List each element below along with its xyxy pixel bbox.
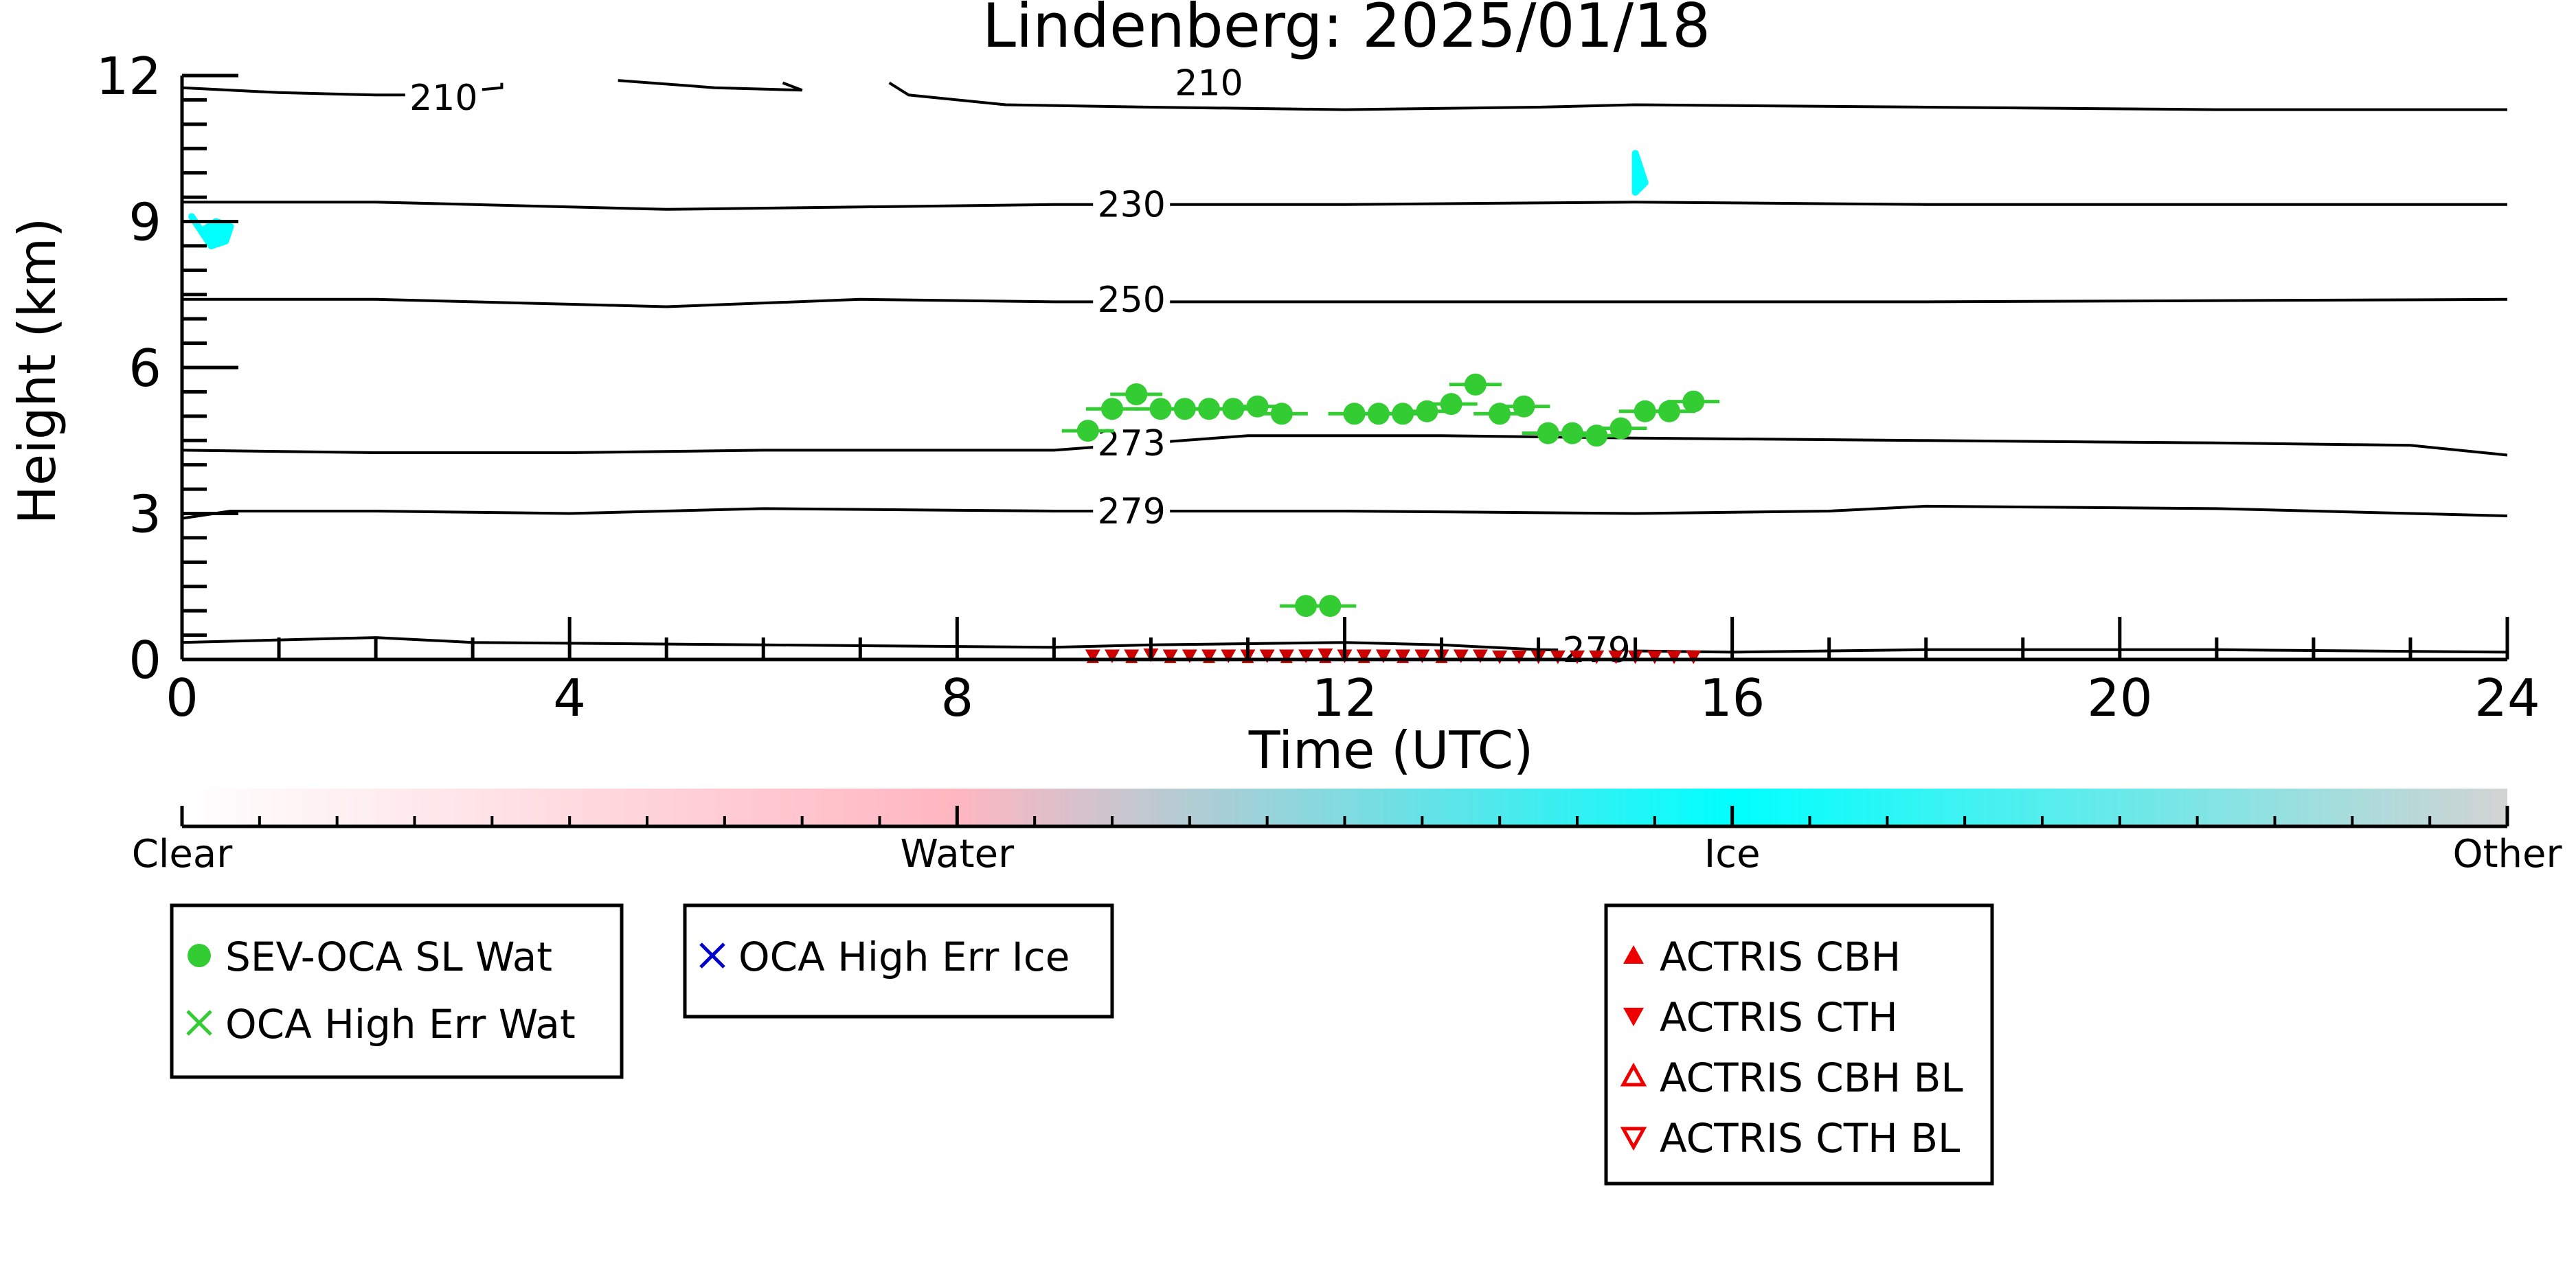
legend-marker-actris-cbh-bl xyxy=(1620,1062,1647,1087)
sev-oca-sl-wat-point-7 xyxy=(1246,395,1269,418)
x-tick-label-24: 24 xyxy=(2474,668,2540,728)
x-tick-label-12: 12 xyxy=(1312,668,1377,728)
sev-oca-sl-wat-point-22 xyxy=(1609,417,1632,440)
contour-label-bg-2 xyxy=(1171,62,1248,102)
plot-axes: 0 3 6 9 12 0 4 8 12 16 20 24 xyxy=(96,46,2540,728)
y-axis-label: Height (km) xyxy=(7,218,67,525)
legend-marker-actris-cth-bl xyxy=(1620,1127,1647,1151)
sev-oca-sl-wat-point-18 xyxy=(1513,395,1535,418)
sev-oca-sl-wat-point-2 xyxy=(1125,383,1148,405)
actris-cth-point-15 xyxy=(1375,649,1391,664)
sev-oca-sl-wat-point-24 xyxy=(1658,400,1680,422)
y-tick-label-0: 0 xyxy=(128,630,161,690)
legend-label-actris-cth: ACTRIS CTH xyxy=(1660,994,1898,1041)
legend-label-actris-cbh-bl: ACTRIS CBH BL xyxy=(1660,1054,1963,1101)
contour-label-bg-6 xyxy=(1093,490,1171,530)
contour-line-250-4 xyxy=(182,297,2508,308)
legend-box-0 xyxy=(170,903,624,1079)
actris-cth-point-22 xyxy=(1511,650,1527,664)
actris-cth-point-29 xyxy=(1647,650,1662,664)
x-axis-label: Time (UTC) xyxy=(1248,720,1534,780)
sev-oca-sl-wat-point-14 xyxy=(1416,400,1438,422)
y-tick-label-3: 3 xyxy=(128,484,161,545)
ice-patch-1 xyxy=(1631,150,1649,196)
actris-cth-point-9 xyxy=(1259,649,1275,664)
sev-oca-sl-wat-point-0 xyxy=(1076,420,1099,442)
legend-box-1 xyxy=(683,903,1114,1019)
legend-box-2 xyxy=(1604,903,1994,1186)
sev-oca-sl-wat-point-16 xyxy=(1464,373,1487,396)
actris-cth-point-24 xyxy=(1550,650,1566,664)
y-tick-label-6: 6 xyxy=(128,338,161,398)
legend-label-actris-cbh: ACTRIS CBH xyxy=(1660,934,1901,980)
contour-label-3: 230 xyxy=(1098,185,1166,226)
sev-oca-sl-wat-point-25 xyxy=(1682,390,1705,413)
legend-label-actris-cth-bl: ACTRIS CTH BL xyxy=(1660,1115,1960,1162)
cloud-type-colorbar: Clear Water Ice Other xyxy=(132,789,2562,877)
colorbar-label-ice: Ice xyxy=(1704,832,1761,877)
contour-label-bg-5 xyxy=(1093,422,1171,462)
actris-cth-point-21 xyxy=(1492,650,1508,664)
contour-label-6: 279 xyxy=(1098,491,1166,532)
sev-oca-sl-wat-point-13 xyxy=(1392,403,1414,425)
contour-line-273-5 xyxy=(181,434,2508,457)
contour-label-4: 250 xyxy=(1098,280,1166,321)
colorbar-label-water: Water xyxy=(901,832,1015,877)
colorbar-label-other: Other xyxy=(2452,832,2562,877)
actris-cth-point-25 xyxy=(1570,650,1585,664)
actris-cth-point-11 xyxy=(1298,649,1314,664)
sev-oca-sl-wat-point-10 xyxy=(1319,595,1342,618)
x-tick-label-16: 16 xyxy=(1699,668,1765,728)
colorbar-label-clear: Clear xyxy=(132,832,233,877)
legend-label-oca-high-err-ice: OCA High Err Ice xyxy=(738,934,1070,980)
legends: SEV-OCA SL Wat OCA High Err Wat OCA High E… xyxy=(170,903,1994,1186)
ice-patch-0 xyxy=(188,213,234,249)
legend-label-sev-oca-sl-wat: SEV-OCA SL Wat xyxy=(225,934,552,980)
actris-cth-point-19 xyxy=(1453,649,1469,664)
actris-cth-point-20 xyxy=(1472,649,1488,664)
sev-oca-sl-wat-point-1 xyxy=(1101,398,1123,420)
x-tick-label-8: 8 xyxy=(940,668,973,728)
sev-oca-sl-wat-point-20 xyxy=(1561,422,1583,444)
sev-oca-sl-wat-point-21 xyxy=(1585,425,1608,447)
actris-cth-point-17 xyxy=(1414,649,1430,664)
contour-line-unlabeled-1 xyxy=(618,79,803,92)
x-tick-label-4: 4 xyxy=(553,668,586,728)
legend-marker-oca-high-err-ice xyxy=(699,942,725,969)
sev-oca-sl-wat-point-15 xyxy=(1440,393,1462,416)
y-tick-label-9: 9 xyxy=(128,192,161,253)
actris-cth-point-27 xyxy=(1608,650,1624,664)
contour-line-230-3 xyxy=(182,201,2507,211)
contour-line-210-2 xyxy=(888,81,2507,111)
legend-marker-sev-oca-sl-wat xyxy=(188,944,211,967)
x-tick-label-0: 0 xyxy=(166,668,199,728)
sev-oca-sl-wat-point-8 xyxy=(1270,403,1293,425)
chart-title: Lindenberg: 2025/01/18 xyxy=(982,0,1710,61)
actris-cth-point-7 xyxy=(1221,649,1236,664)
sev-oca-sl-wat-point-17 xyxy=(1489,403,1511,425)
contour-label-7: 279 xyxy=(1563,630,1631,671)
legend-marker-oca-high-err-wat xyxy=(186,1010,212,1036)
y-tick-label-12: 12 xyxy=(96,46,161,106)
x-tick-label-20: 20 xyxy=(2087,668,2152,728)
contour-label-0: 210 xyxy=(409,78,477,119)
actris-cth-point-26 xyxy=(1589,650,1605,664)
contour-label-bg-4 xyxy=(1093,278,1171,319)
legend-marker-actris-cbh xyxy=(1623,945,1644,964)
contour-line-210-0 xyxy=(181,82,504,97)
contour-label-2: 210 xyxy=(1175,63,1243,104)
legend-label-oca-high-err-wat: OCA High Err Wat xyxy=(225,1001,576,1048)
legend-marker-actris-cth xyxy=(1623,1008,1644,1026)
ice-cloud-patches xyxy=(188,150,1649,249)
contour-line-279-6 xyxy=(181,504,2508,520)
actris-cth-point-31 xyxy=(1686,650,1702,664)
actris-cth-point-1 xyxy=(1105,649,1120,664)
contour-label-bg-3 xyxy=(1093,183,1171,224)
actris-cth-point-30 xyxy=(1667,650,1682,664)
contour-label-bg-0 xyxy=(405,76,482,117)
actris-cth-point-5 xyxy=(1182,649,1197,664)
sev-oca-sl-wat-point-6 xyxy=(1222,398,1245,420)
